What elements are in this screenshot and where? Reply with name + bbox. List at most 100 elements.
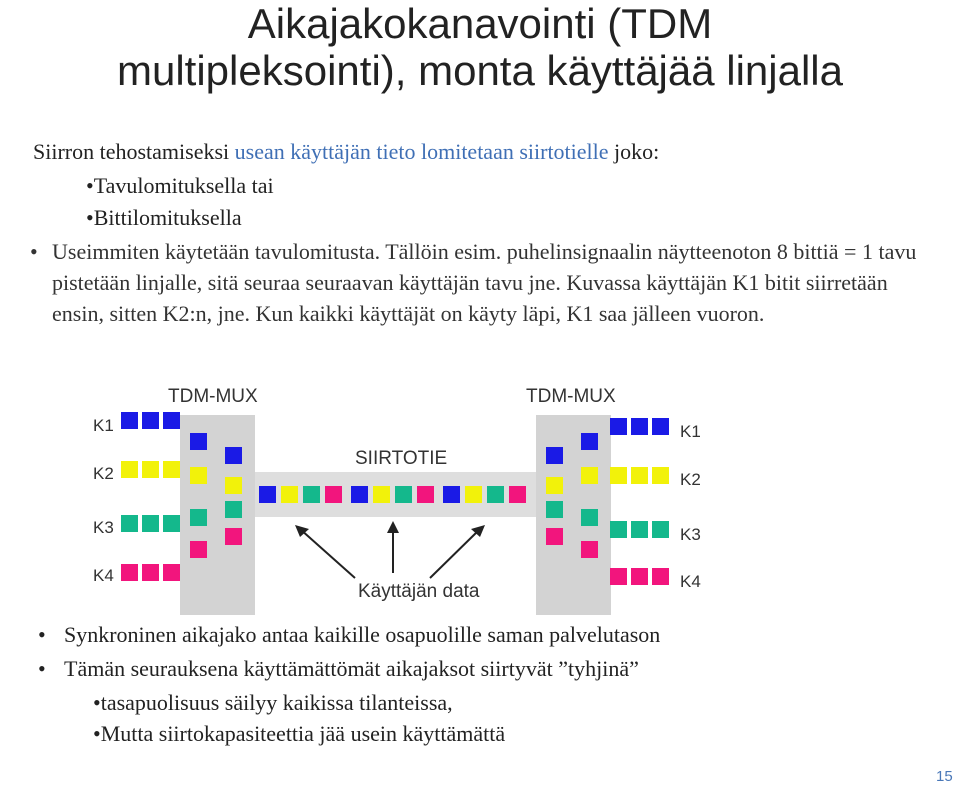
left-input-k1 [121, 412, 180, 429]
line-frame-1 [259, 486, 342, 503]
output-bit-k2 [631, 467, 648, 484]
bottom-bullet-1-text: Synkroninen aikajako antaa kaikille osap… [64, 622, 661, 647]
line-bit-k1 [351, 486, 368, 503]
right-output-k1 [610, 418, 669, 435]
line-bit-k3 [395, 486, 412, 503]
input-bit-k2 [163, 461, 180, 478]
paragraph-text: Useimmiten käytetään tavulomitusta. Täll… [52, 239, 917, 326]
bottom-bullet-2: • Tämän seurauksena käyttämättömät aikaja… [38, 655, 639, 683]
left-input-k3 [121, 515, 180, 532]
input-bit-k1 [142, 412, 159, 429]
line-bit-k2 [281, 486, 298, 503]
right-output-k3 [610, 521, 669, 538]
right-user-label-k1: K1 [680, 422, 701, 441]
output-bit-k3 [652, 521, 669, 538]
line-bit-k2 [373, 486, 390, 503]
left-user-label-k4: K4 [93, 566, 114, 585]
input-bit-k1 [163, 412, 180, 429]
right-output-k4 [610, 568, 669, 585]
input-bit-k2 [142, 461, 159, 478]
line-bit-k4 [325, 486, 342, 503]
mux-bit-k2 [190, 467, 207, 484]
output-bit-k4 [631, 568, 648, 585]
description-paragraph: • Useimmiten käytetään tavulomitusta. Tä… [30, 236, 940, 329]
line-bit-k1 [443, 486, 460, 503]
title-line-1: Aikajakokanavointi (TDM [247, 0, 713, 47]
input-bit-k1 [121, 412, 138, 429]
bottom-sub-bullet-1: •tasapuolisuus säilyy kaikissa tilanteis… [93, 690, 453, 715]
bullet-symbol: • [38, 656, 46, 681]
line-frame-3 [443, 486, 526, 503]
mux-right-label: TDM-MUX [526, 386, 616, 407]
line-bit-k4 [509, 486, 526, 503]
slide-title: Aikajakokanavointi (TDM multipleksointi)… [0, 0, 960, 94]
paragraph-bullet: • [30, 239, 38, 264]
mux-bit-k4 [581, 541, 598, 558]
right-user-label-k4: K4 [680, 572, 701, 591]
output-bit-k2 [610, 467, 627, 484]
output-bit-k1 [652, 418, 669, 435]
mux-bit-k1 [225, 447, 242, 464]
left-input-k2 [121, 461, 180, 478]
output-bit-k3 [610, 521, 627, 538]
mux-bit-k3 [546, 501, 563, 518]
bullet-symbol: • [38, 622, 46, 647]
output-bit-k2 [652, 467, 669, 484]
mux-bit-k2 [546, 477, 563, 494]
mux-bit-k2 [581, 467, 598, 484]
line-bit-k4 [417, 486, 434, 503]
intro-line: Siirron tehostamiseksi usean käyttäjän t… [33, 138, 659, 166]
data-arrow-center-head [387, 521, 399, 533]
line-bit-k1 [259, 486, 276, 503]
mux-bit-k4 [546, 528, 563, 545]
input-bit-k3 [121, 515, 138, 532]
mux-bit-k2 [225, 477, 242, 494]
data-arrow-right [429, 528, 481, 579]
output-bit-k1 [631, 418, 648, 435]
intro-lead: Siirron tehostamiseksi [33, 139, 235, 164]
output-bit-k3 [631, 521, 648, 538]
tdm-diagram: TDM-MUX TDM-MUX SIIRTOTIE Käyttäjän data… [93, 386, 701, 615]
right-user-label-k3: K3 [680, 525, 701, 544]
right-mux-contents [546, 433, 598, 558]
input-bit-k3 [163, 515, 180, 532]
line-frame-2 [351, 486, 434, 503]
input-bit-k4 [121, 564, 138, 581]
mux-bit-k4 [225, 528, 242, 545]
input-bit-k2 [121, 461, 138, 478]
sub-bullet-1: •Tavulomituksella tai [86, 173, 274, 198]
line-bit-k2 [465, 486, 482, 503]
output-bit-k4 [610, 568, 627, 585]
mux-bit-k3 [581, 509, 598, 526]
left-user-label-k1: K1 [93, 416, 114, 435]
input-bit-k4 [142, 564, 159, 581]
right-output-k2 [610, 467, 669, 484]
data-arrow-left-head [295, 525, 309, 537]
mux-bit-k3 [225, 501, 242, 518]
bottom-bullet-1: • Synkroninen aikajako antaa kaikille osa… [38, 621, 660, 649]
line-bit-k3 [303, 486, 320, 503]
right-user-label-k2: K2 [680, 470, 701, 489]
mux-bit-k1 [581, 433, 598, 450]
output-bit-k4 [652, 568, 669, 585]
mux-bit-k4 [190, 541, 207, 558]
line-bit-k3 [487, 486, 504, 503]
line-label: SIIRTOTIE [355, 448, 447, 469]
left-user-label-k2: K2 [93, 464, 114, 483]
title-line-2: multipleksointi), monta käyttäjää linjal… [117, 47, 843, 94]
page-number: 15 [936, 768, 953, 785]
intro-tail: joko: [608, 139, 660, 164]
bottom-sub-bullet-2: •Mutta siirtokapasiteettia jää usein käy… [93, 721, 506, 746]
left-mux-contents [190, 433, 242, 558]
intro-highlight: usean käyttäjän tieto lomitetaan siirtot… [234, 139, 609, 164]
left-input-k4 [121, 564, 180, 581]
mux-bit-k3 [190, 509, 207, 526]
output-bit-k1 [610, 418, 627, 435]
mux-bit-k1 [190, 433, 207, 450]
sub-bullet-2: •Bittilomituksella [86, 205, 242, 230]
data-arrow-left [299, 528, 356, 579]
data-label: Käyttäjän data [358, 581, 480, 602]
input-bit-k4 [163, 564, 180, 581]
mux-left-label: TDM-MUX [168, 386, 258, 407]
bottom-bullet-2-text: Tämän seurauksena käyttämättömät aikajak… [64, 656, 639, 681]
